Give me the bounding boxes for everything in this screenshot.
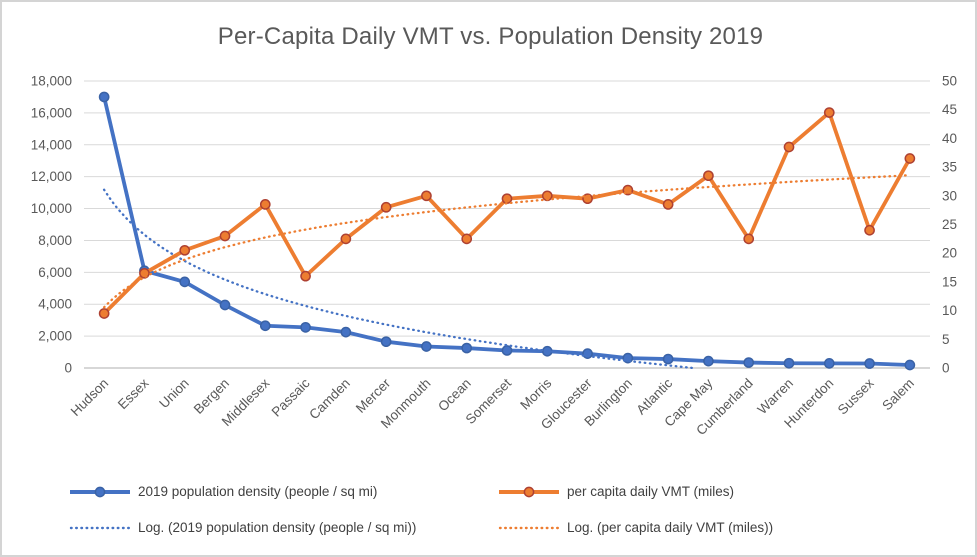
legend-swatch-vmt-icon [499,486,559,497]
svg-text:6,000: 6,000 [38,265,72,280]
series-density [98,91,916,371]
svg-text:4,000: 4,000 [38,297,72,312]
svg-text:Morris: Morris [517,375,554,412]
legend-item-vmt: per capita daily VMT (miles) [498,484,734,499]
legend-label-log-density: Log. (2019 population density (people / … [138,520,417,535]
svg-text:Salem: Salem [879,376,917,414]
x-axis-labels: Hudson Essex UnionBergenMiddlesexPassaicCa… [68,375,917,438]
legend-swatch-density-icon [70,486,130,497]
legend-swatch-log-vmt-icon [498,526,560,529]
svg-text:2,000: 2,000 [38,329,72,344]
svg-text:18,000: 18,000 [31,74,72,89]
legend-swatch-log-density-icon [69,526,131,529]
legend-label-log-vmt: Log. (per capita daily VMT (miles)) [567,520,774,535]
chart-title: Per-Capita Daily VMT vs. Population Dens… [217,23,764,50]
svg-text:16,000: 16,000 [31,105,72,120]
svg-text:15: 15 [942,274,957,289]
svg-text:Camden: Camden [306,376,353,423]
svg-text:14,000: 14,000 [31,137,72,152]
plot-area: 18,000 16,000 14,000 12,000 10,000 8,000 6,000… [31,74,957,439]
svg-text:45: 45 [942,102,957,117]
legend-label-vmt: per capita daily VMT (miles) [567,484,735,499]
legend-item-log-vmt: Log. (per capita daily VMT (miles)) [498,520,773,535]
svg-text:8,000: 8,000 [38,233,72,248]
svg-text:Hudson: Hudson [68,376,112,420]
svg-text:10,000: 10,000 [31,201,72,216]
trendline-density [102,188,694,370]
svg-text:0: 0 [942,361,950,376]
svg-text:Sussex: Sussex [835,375,877,417]
trendline-vmt [102,174,909,309]
svg-text:Essex: Essex [115,375,152,412]
svg-text:0: 0 [64,361,72,376]
series-vmt [98,107,916,319]
gridlines [84,80,930,369]
svg-text:25: 25 [942,217,957,232]
legend-item-log-density: Log. (2019 population density (people / … [69,520,416,535]
svg-text:12,000: 12,000 [31,169,72,184]
svg-text:50: 50 [942,74,957,89]
svg-text:10: 10 [942,303,957,318]
legend-label-density: 2019 population density (people / sq mi) [138,484,378,499]
legend-item-density: 2019 population density (people / sq mi) [69,484,377,499]
svg-text:5: 5 [942,332,950,347]
left-axis-labels: 18,000 16,000 14,000 12,000 10,000 8,000 6,000… [31,74,72,376]
svg-text:Ocean: Ocean [435,376,474,415]
svg-text:Union: Union [156,376,192,412]
svg-text:20: 20 [942,246,957,261]
svg-text:30: 30 [942,188,957,203]
svg-text:35: 35 [942,160,957,175]
svg-text:40: 40 [942,131,957,146]
